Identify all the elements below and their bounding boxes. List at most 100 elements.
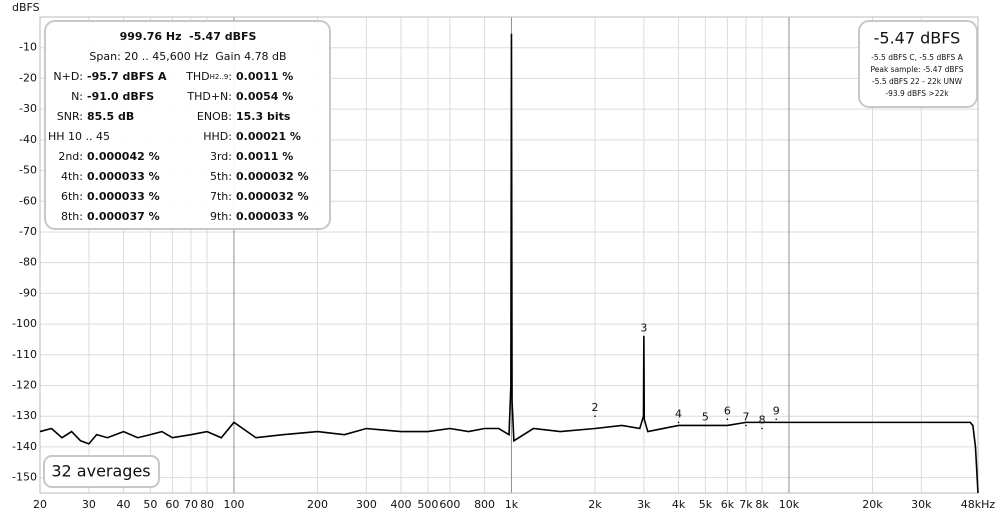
- stat-label-colon: :: [228, 70, 232, 83]
- x-tick-label: 100: [223, 498, 244, 511]
- harmonic-label: 7: [742, 410, 749, 423]
- level-readout: -5.47 dBFS: [874, 29, 961, 48]
- x-tick-label: 10k: [779, 498, 800, 511]
- y-tick-label: -140: [12, 440, 37, 453]
- stat-value: 0.0054 %: [236, 90, 293, 103]
- x-tick-label: 1k: [505, 498, 519, 511]
- harmonic-label: 8: [759, 414, 766, 427]
- stat-value: 0.000033 %: [87, 170, 160, 183]
- harmonic-marker: [726, 418, 729, 421]
- stat-label: ENOB:: [197, 110, 232, 123]
- stat-label: HH 10 .. 45: [48, 130, 110, 143]
- stat-label: 9th:: [210, 210, 232, 223]
- y-tick-label: -130: [12, 409, 37, 422]
- averages-label: 32 averages: [51, 462, 150, 481]
- x-tick-label: 500: [417, 498, 438, 511]
- frequency-readout: 999.76 Hz -5.47 dBFS: [120, 30, 257, 43]
- stat-value: -95.7 dBFS A: [87, 70, 167, 83]
- y-tick-label: -90: [19, 286, 37, 299]
- plot-frame: [39, 16, 979, 494]
- y-tick-label: -80: [19, 256, 37, 269]
- stat-value: 0.0011 %: [236, 150, 293, 163]
- stat-label: N+D:: [53, 70, 83, 83]
- y-tick-label: -30: [19, 102, 37, 115]
- y-tick-label: -100: [12, 317, 37, 330]
- x-tick-label: 200: [307, 498, 328, 511]
- level-detail: -5.5 dBFS C, -5.5 dBFS A: [871, 53, 964, 62]
- stat-label: THDH2..9:: [185, 70, 232, 83]
- harmonic-marker: [643, 335, 645, 338]
- harmonic-marker: [761, 427, 763, 430]
- x-tick-label: 8k: [755, 498, 769, 511]
- x-tick-label: 3k: [637, 498, 651, 511]
- stat-label: N:: [71, 90, 83, 103]
- stat-value: 85.5 dB: [87, 110, 134, 123]
- x-tick-label: 600: [439, 498, 460, 511]
- harmonic-label: 3: [640, 321, 647, 334]
- x-tick-label: 40: [117, 498, 131, 511]
- stat-value: 0.000033 %: [87, 190, 160, 203]
- x-tick-label: 7k: [739, 498, 753, 511]
- level-detail: -93.9 dBFS >22k: [885, 89, 949, 98]
- harmonic-marker: [704, 424, 707, 427]
- stat-value: 0.000042 %: [87, 150, 160, 163]
- x-tick-label: 60: [165, 498, 179, 511]
- harmonic-marker: [745, 424, 747, 427]
- y-tick-label: -150: [12, 471, 37, 484]
- stat-label: HHD:: [203, 130, 232, 143]
- stat-label: SNR:: [57, 110, 83, 123]
- x-tick-label: 80: [200, 498, 214, 511]
- y-tick-label: -110: [12, 348, 37, 361]
- y-tick-label: -10: [19, 41, 37, 54]
- stat-value: 0.000032 %: [236, 190, 309, 203]
- harmonic-label: 5: [702, 410, 709, 423]
- stat-label: 5th:: [210, 170, 232, 183]
- stat-value: 15.3 bits: [236, 110, 291, 123]
- harmonic-label: 6: [724, 404, 731, 417]
- x-tick-label: 30: [82, 498, 96, 511]
- info-panel: [44, 20, 331, 230]
- stat-label: THD+N:: [186, 90, 232, 103]
- stat-value: 0.000037 %: [87, 210, 160, 223]
- stat-value: 0.00021 %: [236, 130, 301, 143]
- x-tick-label: 6k: [721, 498, 735, 511]
- y-tick-label: -20: [19, 71, 37, 84]
- harmonic-marker: [677, 421, 680, 424]
- x-tick-label: 5k: [699, 498, 713, 511]
- stat-value: 0.000032 %: [236, 170, 309, 183]
- y-axis-label: dBFS: [12, 1, 40, 14]
- harmonic-label: 9: [773, 404, 780, 417]
- stat-label: 8th:: [61, 210, 83, 223]
- stat-label-main: THD: [185, 70, 209, 83]
- x-tick-label: 4k: [672, 498, 686, 511]
- averages-panel: [43, 455, 160, 488]
- stat-label: 6th:: [61, 190, 83, 203]
- x-tick-label: 400: [391, 498, 412, 511]
- y-tick-label: -60: [19, 194, 37, 207]
- spectrum-line: [39, 33, 979, 494]
- y-tick-label: -120: [12, 379, 37, 392]
- harmonic-label: 2: [591, 401, 598, 414]
- stat-label-sub: H2..9: [210, 73, 229, 81]
- x-tick-label: 2k: [588, 498, 602, 511]
- y-tick-label: -50: [19, 164, 37, 177]
- x-tick-label: 800: [474, 498, 495, 511]
- stat-label: 4th:: [61, 170, 83, 183]
- level-panel: [858, 20, 978, 108]
- span-readout: Span: 20 .. 45,600 Hz Gain 4.78 dB: [89, 50, 286, 63]
- y-tick-label: -70: [19, 225, 37, 238]
- level-detail: Peak sample: -5.47 dBFS: [870, 65, 963, 74]
- stat-value: -91.0 dBFS: [87, 90, 154, 103]
- stat-label: 7th:: [210, 190, 232, 203]
- harmonic-label: 4: [675, 407, 682, 420]
- stat-label: 3rd:: [210, 150, 232, 163]
- x-tick-label: 48kHz: [961, 498, 996, 511]
- x-tick-label: 20: [33, 498, 47, 511]
- y-tick-label: -40: [19, 133, 37, 146]
- stat-value: 0.0011 %: [236, 70, 293, 83]
- stat-value: 0.000033 %: [236, 210, 309, 223]
- harmonic-marker: [594, 415, 596, 418]
- harmonic-marker: [775, 418, 778, 421]
- x-tick-label: 20k: [862, 498, 883, 511]
